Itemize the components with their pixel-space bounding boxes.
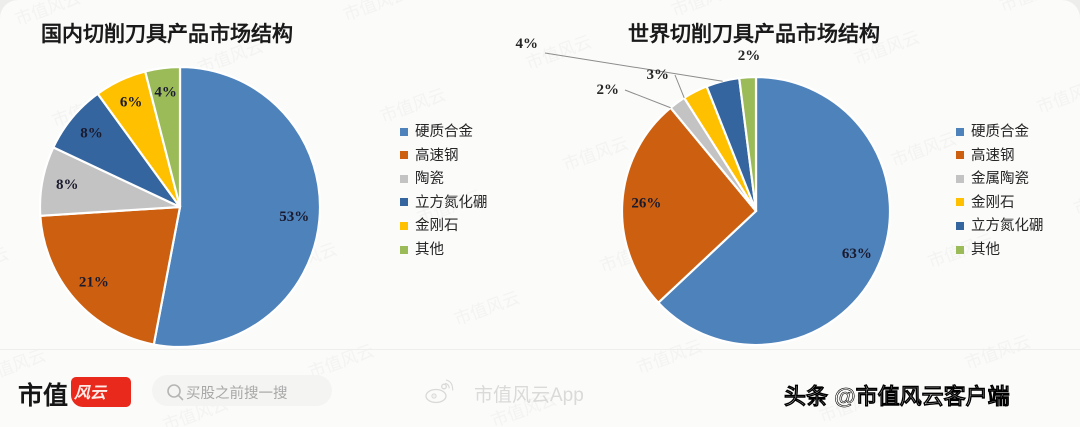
svg-text:8%: 8%	[80, 125, 103, 141]
svg-text:8%: 8%	[56, 177, 79, 193]
svg-text:63%: 63%	[842, 246, 872, 262]
svg-text:4%: 4%	[154, 85, 177, 101]
svg-text:风云: 风云	[74, 385, 108, 402]
svg-text:3%: 3%	[647, 67, 670, 83]
svg-text:53%: 53%	[279, 209, 309, 225]
svg-text:26%: 26%	[631, 196, 661, 212]
svg-text:6%: 6%	[120, 95, 143, 111]
svg-text:4%: 4%	[516, 36, 539, 52]
svg-text:2%: 2%	[597, 82, 620, 98]
svg-text:2%: 2%	[738, 48, 761, 64]
svg-text:21%: 21%	[79, 274, 109, 290]
